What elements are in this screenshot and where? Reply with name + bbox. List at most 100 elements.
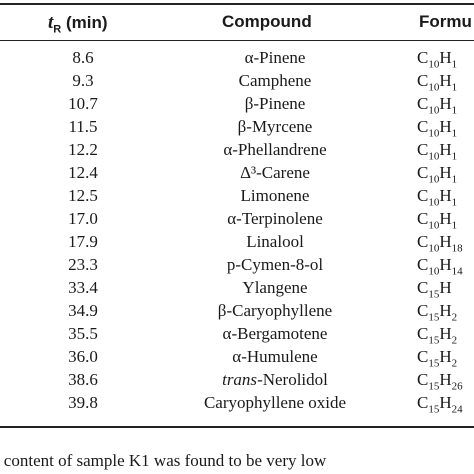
compound-cell: α-Phellandrene <box>165 138 385 161</box>
header-compound: Compound <box>222 12 312 31</box>
formula-subscript: 24 <box>451 403 463 416</box>
formula-subscript: 1 <box>451 58 458 71</box>
retention-time-cell: 9.3 <box>72 71 94 90</box>
formula-subscript: 15 <box>428 380 440 393</box>
formula-cell: C10H1 <box>417 46 457 76</box>
retention-time-cell: 10.7 <box>68 94 98 113</box>
table-row: 34.9 β-Caryophyllene C15H2 <box>0 299 474 323</box>
compound-name: Limonene <box>240 186 310 205</box>
formula-element: C <box>417 186 429 205</box>
formula-subscript: 15 <box>428 334 440 347</box>
formula-subscript: 10 <box>428 173 440 186</box>
table-row: 39.8 Caryophyllene oxide C15H24 <box>0 391 474 415</box>
table-bottom-rule <box>0 426 474 428</box>
table-row: 17.0 α-Terpinolene C10H1 <box>0 207 474 232</box>
formula-cell: C10H1 <box>417 69 457 99</box>
table-row: 33.4 Ylangene C15H <box>0 276 474 300</box>
formula-element: C <box>417 48 429 67</box>
formula-element: C <box>417 393 429 412</box>
compound-cell: Linalool <box>165 230 385 253</box>
table-body: 8.6 α-Pinene C10H1 9.3 Camphene C10H1 10.7 β-Pi… <box>0 46 474 415</box>
compound-name: Carene <box>261 163 310 182</box>
compound-name: Ylangene <box>242 278 308 297</box>
formula-element: C <box>417 278 429 297</box>
compound-italic-prefix: trans <box>222 370 258 389</box>
formula-subscript: 2 <box>451 357 458 370</box>
table-row: 35.5 α-Bergamotene C15H2 <box>0 322 474 347</box>
formula-subscript: 10 <box>428 127 440 140</box>
formula-subscript: 1 <box>451 219 458 232</box>
table-header-rule <box>0 40 474 41</box>
compound-name: Humulene <box>246 347 318 366</box>
compound-cell: β-Myrcene <box>165 115 385 138</box>
compound-prefix: β- <box>237 117 252 136</box>
compound-name: Caryophyllene oxide <box>203 393 347 412</box>
formula-subscript: 10 <box>428 104 440 117</box>
formula-element: C <box>417 232 429 251</box>
formula-element: H <box>439 324 452 343</box>
formula-element: H <box>439 140 452 159</box>
formula-cell: C10H1 <box>417 161 457 191</box>
compound-name: Terpinolene <box>241 209 323 228</box>
formula-cell: C10H1 <box>417 184 457 214</box>
formula-element: C <box>417 347 429 366</box>
formula-cell: C10H14 <box>417 253 463 283</box>
formula-subscript: 10 <box>428 58 440 71</box>
formula-element: H <box>439 117 452 136</box>
formula-element: C <box>417 71 429 90</box>
retention-time-cell: 36.0 <box>68 347 98 366</box>
compound-prefix: β- <box>244 94 260 113</box>
formula-element: C <box>417 117 429 136</box>
retention-time-cell: 12.4 <box>68 163 98 182</box>
formula-cell: C15H26 <box>417 368 463 398</box>
formula-subscript: 10 <box>428 265 440 278</box>
compound-cell: Ylangene <box>165 276 385 299</box>
formula-subscript: 18 <box>451 242 463 255</box>
compound-cell: Caryophyllene oxide <box>165 391 385 414</box>
formula-element: C <box>417 324 429 343</box>
formula-subscript: 1 <box>451 173 458 186</box>
table-header-row: tR (min) Compound Formu <box>0 8 474 38</box>
compound-prefix: α- <box>232 347 247 366</box>
formula-element: H <box>439 278 452 297</box>
formula-subscript: 15 <box>428 357 440 370</box>
header-retention-time: tR (min) <box>48 12 108 36</box>
formula-element: H <box>439 94 452 113</box>
table-row: 11.5 β-Myrcene C10H1 <box>0 115 474 140</box>
formula-subscript: 2 <box>451 311 458 324</box>
formula-subscript: 1 <box>451 196 458 209</box>
formula-subscript: 14 <box>451 265 463 278</box>
compound-prefix: α- <box>227 209 242 228</box>
formula-subscript: 15 <box>428 403 440 416</box>
compound-cell: β-Pinene <box>165 92 385 115</box>
formula-subscript: 2 <box>451 334 458 347</box>
formula-element: C <box>417 301 429 320</box>
retention-time-cell: 11.5 <box>68 117 98 136</box>
compound-name: Caryophyllene <box>232 301 333 320</box>
compound-cell: β-Caryophyllene <box>165 299 385 322</box>
table-row: 9.3 Camphene C10H1 <box>0 69 474 93</box>
retention-time-cell: 35.5 <box>68 324 98 343</box>
formula-cell: C15H24 <box>417 391 463 421</box>
formula-subscript: 1 <box>451 81 458 94</box>
formula-subscript: 1 <box>451 150 458 163</box>
table-row: 17.9 Linalool C10H18 <box>0 230 474 255</box>
compound-prefix: α- <box>244 48 260 67</box>
formula-cell: C15H2 <box>417 299 457 329</box>
formula-element: H <box>439 186 452 205</box>
formula-subscript: 10 <box>428 219 440 232</box>
retention-time-cell: 33.4 <box>68 278 98 297</box>
table-row: 38.6 trans-Nerolidol C15H26 <box>0 368 474 392</box>
compound-cell: α-Bergamotene <box>165 322 385 345</box>
retention-time-cell: 17.9 <box>68 232 98 251</box>
formula-cell: C15H <box>417 276 452 306</box>
table-row: 12.2 α-Phellandrene C10H1 <box>0 138 474 163</box>
compound-name: Myrcene <box>251 117 313 136</box>
formula-element: C <box>417 94 429 113</box>
header-formula: Formu <box>419 12 472 31</box>
retention-time-cell: 12.2 <box>68 140 98 159</box>
formula-element: H <box>439 301 452 320</box>
formula-element: C <box>417 209 429 228</box>
formula-element: H <box>439 370 452 389</box>
retention-time-cell: 23.3 <box>68 255 98 274</box>
